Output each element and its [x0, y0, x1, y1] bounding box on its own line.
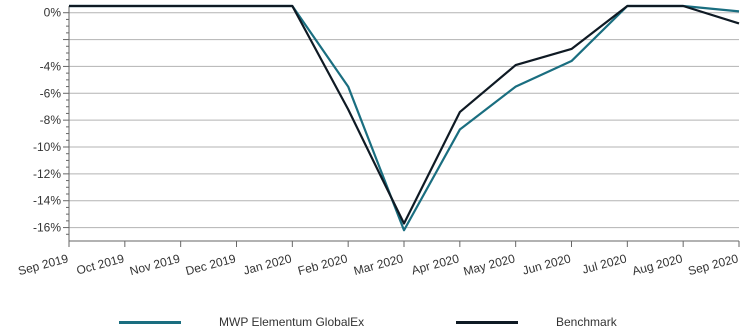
- x-tick-label-5: Feb 2020: [296, 251, 349, 278]
- y-tick-label-3: -8%: [40, 113, 62, 127]
- x-tick-label-4: Jan 2020: [242, 251, 294, 277]
- x-tick-label-10: Jul 2020: [581, 251, 629, 276]
- x-tick-label-3: Dec 2019: [184, 251, 238, 278]
- x-tick-label-6: Mar 2020: [352, 251, 405, 278]
- x-tick-label-0: Sep 2019: [17, 251, 71, 278]
- legend-item-2[interactable]: Benchmark: [456, 312, 617, 332]
- gridlines: [69, 12, 739, 229]
- series-line-2: [69, 4, 740, 225]
- legend-label-2: Benchmark: [556, 315, 617, 329]
- x-tick-label-8: May 2020: [462, 251, 517, 278]
- line-chart: 0% -4% -6% -8% -10% -12% -14% -16% Sep 2019 Oct …: [17, 4, 741, 279]
- y-tick-label-5: -12%: [33, 167, 61, 181]
- y-axis-ticks: 0% -4% -6% -8% -10% -12% -14% -16%: [33, 6, 61, 235]
- x-tick-label-2: Nov 2019: [128, 251, 182, 278]
- legend: MWP Elementum GlobalEx Benchmark: [0, 312, 743, 332]
- x-axis-ticks: Sep 2019 Oct 2019 Nov 2019 Dec 2019 Jan 2020…: [17, 241, 741, 279]
- legend-swatch-1: [119, 320, 181, 324]
- y-tick-label-6: -14%: [33, 194, 61, 208]
- y-tick-label-7: -16%: [33, 221, 61, 235]
- x-tick-label-9: Jun 2020: [521, 251, 573, 277]
- x-tick-label-12: Sep 2020: [687, 251, 741, 278]
- y-tick-label-4: -10%: [33, 140, 61, 154]
- legend-label-1: MWP Elementum GlobalEx: [219, 315, 365, 329]
- y-tick-label-2: -6%: [40, 86, 62, 100]
- x-tick-label-11: Aug 2020: [631, 251, 685, 278]
- x-tick-label-1: Oct 2019: [75, 251, 126, 277]
- legend-swatch-2: [456, 320, 518, 324]
- x-tick-label-7: Apr 2020: [410, 251, 461, 277]
- y-tick-label-1: -4%: [40, 59, 62, 73]
- series-lines: [68, 4, 740, 232]
- axes: [63, 6, 739, 242]
- y-tick-label-0: 0%: [44, 6, 62, 20]
- legend-item-1[interactable]: MWP Elementum GlobalEx: [119, 312, 364, 332]
